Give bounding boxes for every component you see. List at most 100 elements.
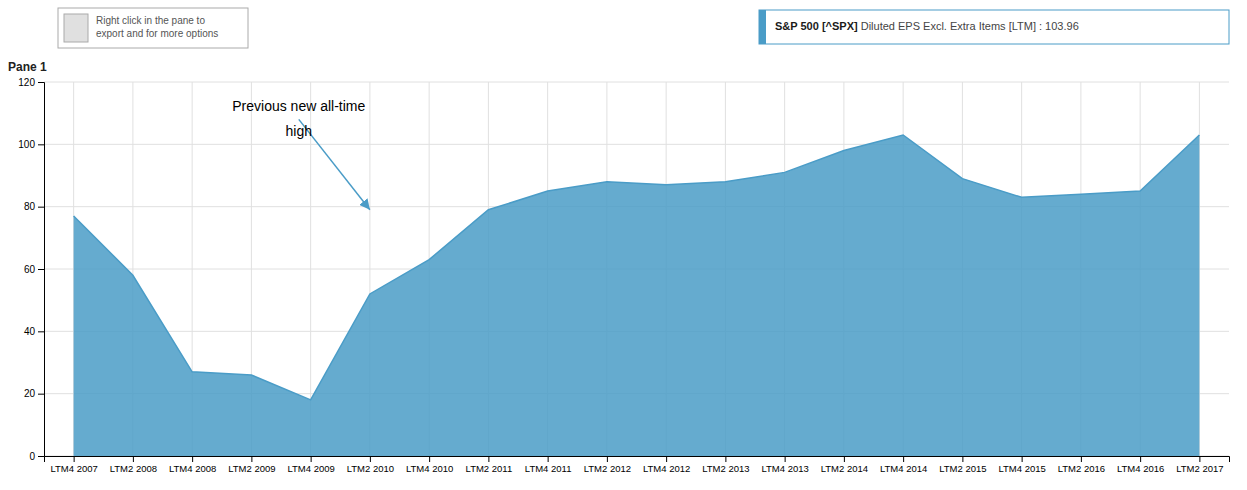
x-tick-label: LTM2 2008	[110, 463, 157, 474]
grid-line-y	[44, 82, 1229, 83]
plot: 020406080100120LTM4 2007LTM2 2008LTM4 20…	[18, 77, 1229, 474]
note-box: Right click in the pane to export and for…	[58, 8, 248, 48]
x-tick-label: LTM4 2009	[287, 463, 334, 474]
x-tick: LTM2 2008	[110, 456, 157, 474]
x-tick-mark	[74, 456, 75, 462]
y-tick: 80	[24, 201, 44, 212]
x-tick: LTM4 2008	[169, 456, 216, 474]
x-tick-label: LTM2 2015	[939, 463, 986, 474]
note-line: export and for more options	[96, 28, 218, 39]
x-tick: LTM2 2017	[1176, 456, 1223, 474]
y-tick: 100	[18, 139, 44, 150]
x-tick: LTM4 2007	[50, 456, 97, 474]
y-tick-label: 0	[29, 451, 35, 462]
x-tick-mark	[725, 456, 726, 462]
x-tick-mark	[488, 456, 489, 462]
annotation-text: high	[286, 123, 312, 139]
x-tick-mark	[844, 456, 845, 462]
x-tick-mark	[1081, 456, 1082, 462]
grid-line-y	[44, 144, 1229, 145]
x-tick-mark	[1199, 456, 1200, 462]
x-tick-label: LTM4 2012	[643, 463, 690, 474]
x-tick-label: LTM2 2012	[584, 463, 631, 474]
x-axis-line	[45, 457, 1230, 463]
x-tick-label: LTM4 2008	[169, 463, 216, 474]
x-tick-label: LTM4 2007	[50, 463, 97, 474]
x-tick: LTM2 2009	[228, 456, 275, 474]
annotation-text: Previous new all-time	[232, 98, 365, 114]
x-tick-label: LTM2 2009	[228, 463, 275, 474]
y-tick-label: 40	[24, 326, 36, 337]
x-tick-label: LTM4 2016	[1117, 463, 1164, 474]
x-tick: LTM2 2010	[347, 456, 394, 474]
x-tick-label: LTM4 2010	[406, 463, 453, 474]
x-tick-mark	[962, 456, 963, 462]
x-tick: LTM2 2014	[821, 456, 868, 474]
area	[74, 135, 1200, 456]
line	[74, 135, 1200, 400]
y-tick-mark	[38, 331, 44, 332]
legend-label: S&P 500 [^SPX]	[775, 20, 858, 32]
note-frame	[58, 8, 248, 48]
x-tick-mark	[1022, 456, 1023, 462]
y-tick-label: 120	[18, 77, 35, 88]
x-tick-label: LTM2 2014	[821, 463, 868, 474]
x-axis: LTM4 2007 LTM2 2008 LTM4 2008 LTM2 2009 LTM4…	[45, 456, 1230, 474]
note-icon	[64, 14, 88, 42]
y-tick: 40	[24, 326, 44, 337]
x-tick: LTM2 2013	[702, 456, 749, 474]
x-tick: LTM4 2009	[287, 456, 334, 474]
x-tick-mark	[311, 456, 312, 462]
x-tick: LTM4 2012	[643, 456, 690, 474]
legend-frame	[759, 10, 1229, 44]
x-tick-label: LTM2 2010	[347, 463, 394, 474]
x-tick-label: LTM2 2013	[702, 463, 749, 474]
y-tick: 20	[24, 388, 44, 399]
legend-detail: Diluted EPS Excl. Extra Items [LTM] : 10…	[858, 20, 1079, 32]
x-tick-mark	[133, 456, 134, 462]
note-line: Right click in the pane to	[96, 15, 205, 26]
y-tick-mark	[38, 82, 44, 83]
y-axis-line	[38, 83, 45, 457]
x-tick-label: LTM4 2013	[761, 463, 808, 474]
x-tick-label: LTM4 2011	[525, 463, 572, 474]
x-tick: LTM2 2011	[466, 456, 513, 474]
y-tick-label: 60	[24, 264, 36, 275]
x-tick: LTM4 2016	[1117, 456, 1164, 474]
x-tick: LTM4 2013	[761, 456, 808, 474]
y-tick-label: 20	[24, 388, 36, 399]
x-tick: LTM2 2015	[939, 456, 986, 474]
legend-swatch	[759, 10, 766, 44]
y-tick: 120	[18, 77, 44, 88]
x-tick-mark	[1140, 456, 1141, 462]
x-tick: LTM4 2014	[880, 456, 927, 474]
x-tick-mark	[903, 456, 904, 462]
x-tick: LTM4 2015	[998, 456, 1045, 474]
y-tick-mark	[38, 269, 44, 270]
x-tick-label: LTM2 2011	[466, 463, 513, 474]
y-tick-mark	[38, 207, 44, 208]
y-tick-mark	[38, 456, 44, 457]
grid	[44, 82, 1229, 456]
x-tick-mark	[666, 456, 667, 462]
y-axis: 0 20 40 60 80 100 120	[18, 77, 44, 462]
x-tick-label: LTM4 2014	[880, 463, 927, 474]
y-tick-label: 100	[18, 139, 35, 150]
x-tick-mark	[785, 456, 786, 462]
y-tick: 0	[29, 451, 44, 462]
x-tick-label: LTM2 2016	[1058, 463, 1105, 474]
x-tick: LTM4 2011	[525, 456, 572, 474]
x-tick-mark	[192, 456, 193, 462]
x-tick: LTM4 2010	[406, 456, 453, 474]
x-tick-label: LTM4 2015	[998, 463, 1045, 474]
title: Pane 1	[8, 60, 47, 74]
chart: 020406080100120LTM4 2007LTM2 2008LTM4 20…	[0, 0, 1247, 490]
y-tick-mark	[38, 394, 44, 395]
x-tick-label: LTM2 2017	[1176, 463, 1223, 474]
x-tick-mark	[607, 456, 608, 462]
x-tick: LTM2 2012	[584, 456, 631, 474]
x-tick-mark	[429, 456, 430, 462]
x-tick-mark	[548, 456, 549, 462]
data-layer	[74, 135, 1200, 456]
legend: S&P 500 [^SPX] Diluted EPS Excl. Extra I…	[759, 10, 1229, 44]
